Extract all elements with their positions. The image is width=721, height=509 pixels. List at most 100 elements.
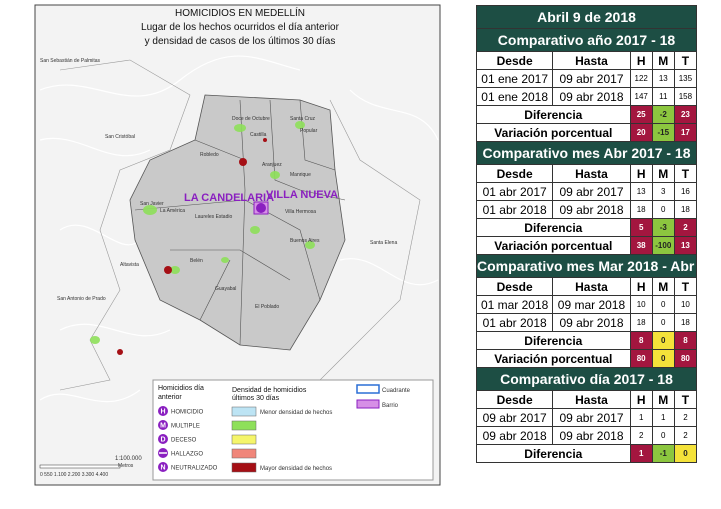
cell: Diferencia <box>476 105 631 124</box>
row: Desde Hasta H M T <box>475 164 698 183</box>
cell: 13 <box>651 69 675 88</box>
cell: 2 <box>673 426 698 445</box>
cell: 2 <box>629 426 653 445</box>
cell: 18 <box>673 200 698 219</box>
cell: 2 <box>673 408 698 427</box>
row: Diferencia 25 -2 23 <box>476 105 698 124</box>
legend-title: anterior <box>158 394 182 401</box>
cell: Abril 9 de 2018 <box>476 5 697 29</box>
cell: 25 <box>629 105 653 124</box>
cell: 0 <box>651 426 675 445</box>
cell: -3 <box>651 218 675 237</box>
cell: Hasta <box>552 390 631 409</box>
cell: 01 mar 2018 <box>475 295 554 314</box>
event-label: DECESO <box>171 438 197 444</box>
row: 01 abr 2018 09 abr 2018 18 0 18 <box>475 313 698 332</box>
cell: 10 <box>629 295 653 314</box>
row: 01 mar 2018 09 mar 2018 10 0 10 <box>475 295 698 314</box>
boundary <box>299 99 421 401</box>
place: Santa Cruz <box>290 116 316 122</box>
event-symbol: D <box>160 437 165 444</box>
event-label: HOMICIDIO <box>171 410 204 416</box>
cell: 3 <box>651 182 675 201</box>
legend-label: Barrio <box>382 403 399 409</box>
place: San Cristóbal <box>105 134 135 140</box>
cell: 01 abr 2018 <box>475 200 554 219</box>
cell: 01 ene 2018 <box>475 87 554 106</box>
cell: 09 abr 2018 <box>552 87 631 106</box>
cell: M <box>651 51 675 70</box>
cell: 8 <box>673 331 698 350</box>
row: Diferencia 5 -3 2 <box>476 218 698 237</box>
cell: 0 <box>651 349 675 368</box>
row: Comparativo día 2017 - 18 <box>476 367 697 391</box>
cell: 01 abr 2018 <box>475 313 554 332</box>
cell: -1 <box>651 444 675 463</box>
map-title: y densidad de casos de los últimos 30 dí… <box>145 36 336 47</box>
event-icon <box>158 462 168 472</box>
event-icon <box>158 420 168 430</box>
event-symbol: H <box>160 409 165 416</box>
legend-title: Homicidios día <box>158 385 204 392</box>
event-label: MULTIPLE <box>171 424 200 430</box>
cell: 0 <box>673 444 698 463</box>
event-marker <box>256 203 266 213</box>
event-icon <box>158 406 168 416</box>
cell: 09 abr 2018 <box>552 313 631 332</box>
cell: -100 <box>651 236 675 255</box>
cell: M <box>651 164 675 183</box>
cell: Comparativo mes Mar 2018 - Abr 2018 <box>476 254 697 278</box>
place: Doce de Octubre <box>232 116 270 122</box>
place: La América <box>160 208 185 214</box>
event-label: HALLAZGO <box>171 452 203 458</box>
cell: 09 abr 2018 <box>552 426 631 445</box>
cell: H <box>629 51 653 70</box>
place: Laureles Estadio <box>195 214 232 220</box>
place-highlight: VILLA NUEVA <box>266 189 338 201</box>
cell: Diferencia <box>476 218 631 237</box>
scale: 1:100.000 <box>115 456 142 462</box>
cell: 5 <box>629 218 653 237</box>
cell: H <box>629 390 653 409</box>
cell: 09 mar 2018 <box>552 295 631 314</box>
cell: 09 abr 2018 <box>475 426 554 445</box>
cell: 135 <box>673 69 698 88</box>
row: Diferencia 8 0 8 <box>476 331 698 350</box>
cell: M <box>651 277 675 296</box>
cell: 0 <box>651 331 675 350</box>
legend-label: Cuadrante <box>382 388 411 394</box>
place: San Sebastián de Palmitas <box>40 58 101 64</box>
districts <box>134 99 346 346</box>
cell: 01 ene 2017 <box>475 69 554 88</box>
cell: 122 <box>629 69 653 88</box>
legend-label: Mayor densidad de hechos <box>260 466 332 472</box>
cell: 23 <box>673 105 698 124</box>
cell: T <box>673 164 698 183</box>
cell: 1 <box>629 408 653 427</box>
place: Altavista <box>120 262 139 268</box>
place: Guayabal <box>215 286 236 292</box>
cell: 09 abr 2017 <box>552 182 631 201</box>
place: El Poblado <box>255 304 279 310</box>
cell: -15 <box>651 123 675 142</box>
event-symbol: N <box>160 465 165 472</box>
place: Santa Elena <box>370 240 397 246</box>
place: San Antonio de Prado <box>57 296 106 302</box>
cell: 0 <box>651 313 675 332</box>
legend: Homicidios día anterior Densidad de homi… <box>152 379 434 481</box>
cell: Variación porcentual <box>476 349 631 368</box>
place: Manrique <box>290 172 311 178</box>
legend-title: Densidad de homicidios <box>232 387 307 394</box>
boundary <box>59 59 191 391</box>
cell: Comparativo día 2017 - 18 <box>476 367 697 391</box>
cell: 2 <box>673 218 698 237</box>
cell: Diferencia <box>476 331 631 350</box>
row: 01 ene 2018 09 abr 2018 147 11 158 <box>475 87 698 106</box>
cell: 20 <box>629 123 653 142</box>
cell: T <box>673 277 698 296</box>
place-labels: San Sebastián de Palmitas San Cristóbal … <box>40 58 397 310</box>
cell: 0 <box>651 200 675 219</box>
cell: M <box>651 390 675 409</box>
cell: 80 <box>673 349 698 368</box>
